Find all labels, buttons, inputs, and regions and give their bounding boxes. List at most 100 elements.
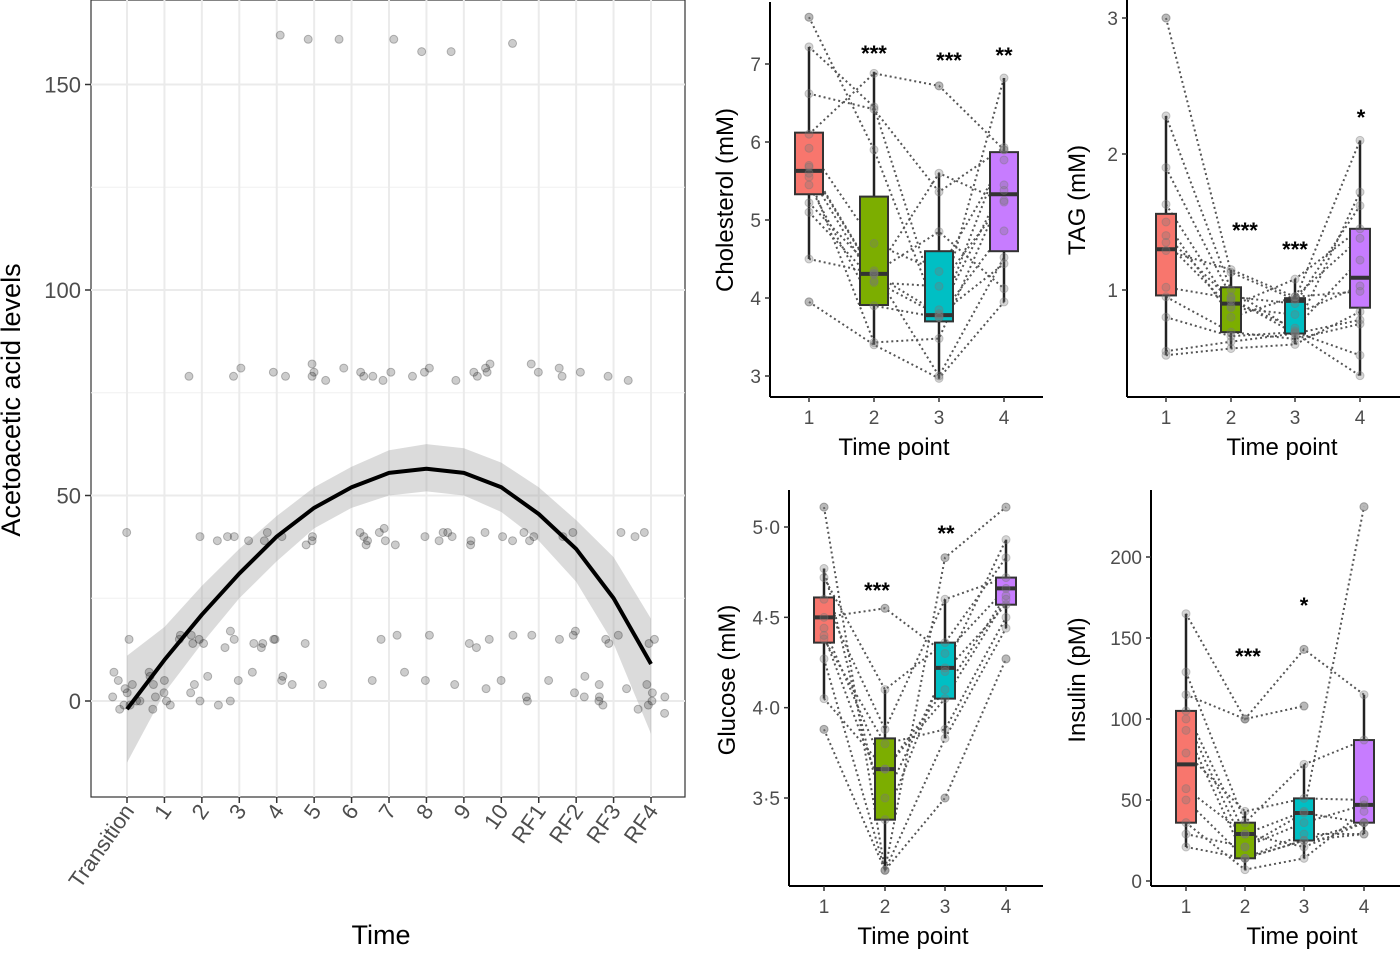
subject-points — [1181, 502, 1369, 875]
subject-point — [1001, 583, 1011, 593]
subject-point — [1240, 714, 1250, 724]
x-tick-label: Transition — [64, 800, 139, 893]
box-2 — [1234, 821, 1256, 860]
subject-point — [1290, 334, 1300, 344]
box-1 — [794, 131, 824, 196]
data-point — [484, 634, 494, 644]
data-point — [570, 626, 580, 636]
y-tick-label: 200 — [1110, 548, 1142, 569]
y-tick-label: 5·0 — [753, 518, 780, 539]
subject-line — [808, 147, 1005, 273]
x-tick-label: 5 — [299, 800, 327, 824]
subject-point — [1240, 818, 1250, 828]
subject-point — [1161, 246, 1171, 256]
x-axis-title: Time point — [857, 923, 968, 950]
data-point — [649, 634, 659, 644]
subject-point — [940, 724, 950, 734]
data-point — [233, 675, 243, 685]
subject-point — [1359, 829, 1369, 839]
subject-point — [1181, 818, 1191, 828]
subject-point — [804, 254, 814, 264]
subject-point — [1290, 299, 1300, 309]
x-tick-label: 1 — [1161, 408, 1172, 429]
subject-line — [808, 72, 1005, 151]
significance-label: *** — [1235, 644, 1261, 669]
data-point — [269, 634, 279, 644]
significance-label: *** — [1282, 237, 1308, 262]
subject-point — [934, 309, 944, 319]
significance-label: ** — [937, 521, 955, 546]
subject-point — [1161, 199, 1171, 209]
smooth-line — [125, 466, 653, 711]
subject-point — [869, 340, 879, 350]
data-point — [417, 47, 427, 57]
x-tick-label: 3 — [1290, 408, 1301, 429]
subject-point — [1299, 806, 1309, 816]
data-point — [386, 367, 396, 377]
boxplots — [1175, 613, 1375, 870]
subject-point — [934, 227, 944, 237]
acetoacetic-panel: 0 50 100 150 Transition 1 2 3 4 5 6 7 8 9 10RF1RF2RF3… — [0, 0, 686, 950]
subject-point — [880, 865, 890, 875]
subject-line — [808, 166, 1005, 277]
subject-point — [1240, 853, 1250, 863]
grid-lines — [91, 0, 685, 797]
data-point — [400, 667, 410, 677]
subject-lines — [1165, 17, 1361, 377]
data-point — [356, 367, 366, 377]
data-point — [109, 667, 119, 677]
x-tick-label: RF4 — [619, 800, 663, 848]
outlier-point — [940, 793, 950, 803]
subject-point — [934, 313, 944, 322]
data-point — [307, 536, 317, 546]
subject-point — [1299, 808, 1309, 818]
data-point — [367, 675, 377, 685]
data-point — [287, 680, 297, 690]
subject-point — [999, 142, 1009, 152]
subject-lines — [823, 506, 1007, 874]
data-point — [604, 638, 614, 648]
subject-point — [934, 266, 944, 276]
data-point — [213, 700, 223, 710]
data-point — [481, 684, 491, 694]
subject-point — [869, 104, 879, 114]
data-point — [482, 367, 492, 377]
subject-point — [1299, 793, 1309, 803]
outlier-point — [880, 603, 890, 613]
data-point — [616, 527, 626, 537]
subject-point — [1299, 829, 1309, 839]
data-point — [575, 367, 585, 377]
subject-point — [1181, 714, 1191, 724]
subject-line — [808, 230, 1005, 290]
subject-point — [1290, 327, 1300, 337]
outlier-point — [940, 553, 950, 563]
subject-point — [1161, 350, 1171, 360]
subject-line — [1165, 241, 1361, 316]
subject-line — [1185, 752, 1365, 813]
subject-line — [808, 92, 1005, 194]
subject-point — [934, 373, 944, 383]
subject-point — [934, 305, 944, 315]
subject-point — [1355, 281, 1365, 291]
subject-point — [869, 269, 879, 279]
subject-point — [1355, 307, 1365, 317]
subject-point — [1240, 853, 1250, 863]
subject-point — [819, 502, 829, 512]
subject-point — [1181, 795, 1191, 805]
subject-point — [1226, 301, 1236, 311]
subject-point — [999, 252, 1009, 262]
data-point — [522, 696, 532, 706]
x-tick-label: 1 — [1181, 897, 1192, 918]
subject-line — [808, 184, 1005, 319]
x-tick-label: 2 — [869, 408, 880, 429]
subject-point — [1161, 111, 1171, 121]
subject-points — [1161, 13, 1365, 381]
subject-point — [880, 815, 890, 825]
subject-point — [1181, 725, 1191, 735]
data-point — [355, 527, 365, 537]
subject-point — [1226, 292, 1236, 302]
y-tick-label: 4·0 — [753, 699, 780, 720]
outlier-point — [804, 297, 814, 307]
